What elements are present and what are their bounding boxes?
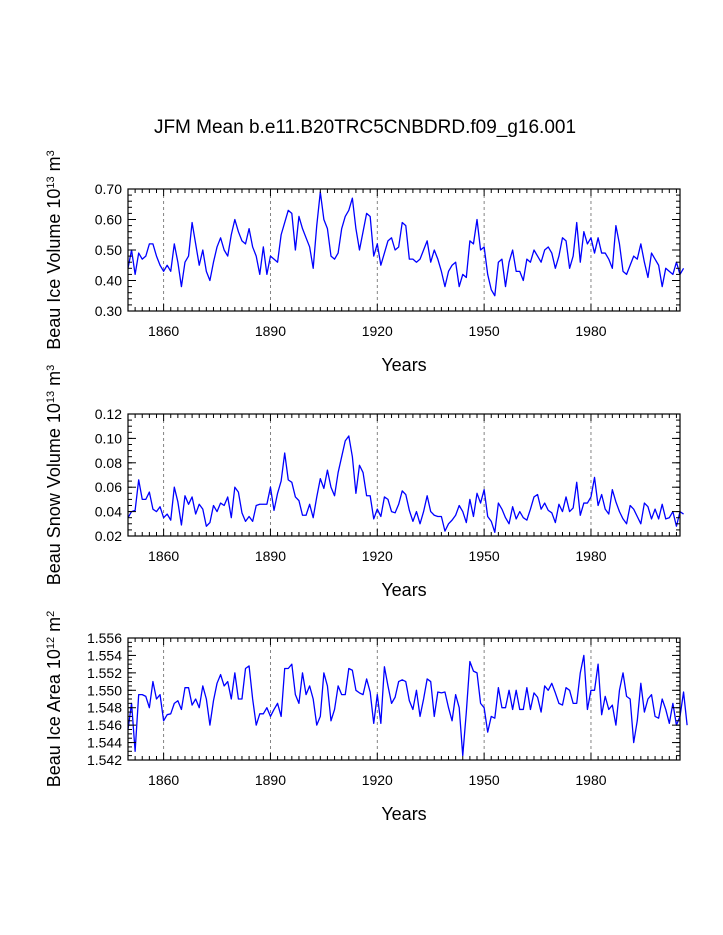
snow-volume-y-axis-label-text: Beau Snow Volume 10 <box>44 403 64 585</box>
ice-area-y-tick-label: 1.556 <box>87 630 122 646</box>
ice-area-x-tick-label: 1920 <box>362 772 393 788</box>
snow-volume-series-line <box>127 435 684 533</box>
snow-volume-y-tick-label: 0.10 <box>95 430 122 446</box>
ice-area-y-tick-label: 1.542 <box>87 752 122 768</box>
ice-area-y-axis-label-exponent: 12 <box>45 637 57 649</box>
snow-volume-x-axis-label: Years <box>381 580 426 600</box>
ice-area-y-tick-label: 1.552 <box>87 665 122 681</box>
ice-area-y-axis-label-text: Beau Ice Area 10 <box>44 649 64 787</box>
ice-volume-x-tick-label: 1950 <box>469 323 500 339</box>
figure-title: JFM Mean b.e11.B20TRC5CNBDRD.f09_g16.001 <box>154 117 576 138</box>
snow-volume-y-tick-label: 0.06 <box>95 479 122 495</box>
ice-volume-x-tick-label: 1980 <box>575 323 606 339</box>
ice-area-x-tick-label: 1980 <box>575 772 606 788</box>
ice-volume-y-tick-label: 0.70 <box>95 181 122 197</box>
ice-area-series-line <box>127 654 688 757</box>
ice-volume-y-tick-label: 0.30 <box>95 303 122 319</box>
ice-volume-series-line <box>127 191 685 297</box>
ice-volume-x-tick-label: 1920 <box>362 323 393 339</box>
snow-volume-y-tick-label: 0.02 <box>95 528 122 544</box>
snow-volume-y-tick-label: 0.12 <box>95 406 122 422</box>
snow-volume-x-tick-label: 1890 <box>255 548 286 564</box>
ice-volume-y-axis-label-text: m <box>44 156 64 176</box>
ice-area-y-axis-label-exponent: 2 <box>45 611 57 617</box>
ice-volume-y-axis-label-exponent: 3 <box>45 150 57 156</box>
snow-volume-y-tick-label: 0.04 <box>95 504 122 520</box>
ice-area-y-tick-label: 1.544 <box>87 735 122 751</box>
snow-volume-y-axis-label-exponent: 3 <box>45 365 57 371</box>
ice-volume-axes-frame <box>127 188 681 312</box>
ice-area-axes-frame <box>127 637 681 761</box>
ice-volume-x-tick-label: 1860 <box>148 323 179 339</box>
ice-volume-y-tick-label: 0.40 <box>95 273 122 289</box>
ice-area-x-axis-label: Years <box>381 804 426 824</box>
ice-area-x-tick-label: 1890 <box>255 772 286 788</box>
ice-volume-y-tick-label: 0.60 <box>95 212 122 228</box>
ice-area-x-tick-label: 1860 <box>148 772 179 788</box>
snow-volume-x-tick-label: 1980 <box>575 548 606 564</box>
snow-volume-y-axis-label-text: m <box>44 371 64 391</box>
ice-volume-y-axis-label-exponent: 13 <box>45 176 57 188</box>
ice-area-y-tick-label: 1.548 <box>87 700 122 716</box>
snow-volume-y-axis-label: Beau Snow Volume 1013 m3 <box>44 365 64 586</box>
ice-volume-y-tick-label: 0.50 <box>95 242 122 258</box>
ice-area-y-tick-label: 1.550 <box>87 682 122 698</box>
ice-volume-panel: 1860 1890 1920 1950 1980 0.30 0.40 0.50 0.60 0.70… <box>44 150 685 375</box>
snow-volume-x-tick-label: 1860 <box>148 548 179 564</box>
ice-area-x-tick-label: 1950 <box>469 772 500 788</box>
ice-volume-x-tick-label: 1890 <box>255 323 286 339</box>
snow-volume-x-tick-label: 1920 <box>362 548 393 564</box>
ice-area-y-axis-label: Beau Ice Area 1012 m2 <box>44 611 64 787</box>
snow-volume-y-axis-label-exponent: 13 <box>45 391 57 403</box>
ice-area-y-tick-label: 1.554 <box>87 647 122 663</box>
ice-area-y-axis-label-text: m <box>44 617 64 637</box>
ice-volume-y-axis-label: Beau Ice Volume 1013 m3 <box>44 150 64 350</box>
ice-volume-x-axis-label: Years <box>381 355 426 375</box>
snow-volume-y-tick-label: 0.08 <box>95 455 122 471</box>
snow-volume-panel: 1860 1890 1920 1950 1980 0.02 0.04 0.06 0.08 0.10… <box>44 365 684 600</box>
snow-volume-x-tick-label: 1950 <box>469 548 500 564</box>
ice-area-y-tick-label: 1.546 <box>87 717 122 733</box>
ice-volume-y-axis-label-text: Beau Ice Volume 10 <box>44 189 64 350</box>
